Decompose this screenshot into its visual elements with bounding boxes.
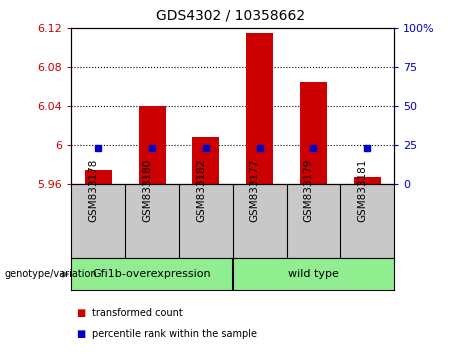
- Text: GSM833178: GSM833178: [89, 158, 98, 222]
- Text: wild type: wild type: [288, 269, 339, 279]
- Bar: [300, 82, 327, 184]
- Text: transformed count: transformed count: [92, 308, 183, 318]
- Bar: [354, 177, 381, 184]
- Bar: [193, 137, 219, 184]
- Text: GSM833180: GSM833180: [142, 158, 152, 222]
- Text: GSM833182: GSM833182: [196, 158, 206, 222]
- Text: ■: ■: [76, 308, 85, 318]
- Text: genotype/variation: genotype/variation: [5, 269, 97, 279]
- Text: GSM833177: GSM833177: [250, 158, 260, 222]
- Bar: [233, 258, 394, 290]
- Bar: [139, 106, 165, 184]
- Bar: [246, 33, 273, 184]
- Bar: [85, 170, 112, 184]
- Text: GSM833181: GSM833181: [357, 158, 367, 222]
- Text: percentile rank within the sample: percentile rank within the sample: [92, 329, 257, 339]
- Text: ■: ■: [76, 329, 85, 339]
- Text: GDS4302 / 10358662: GDS4302 / 10358662: [156, 9, 305, 23]
- Bar: [71, 258, 233, 290]
- Text: GSM833179: GSM833179: [303, 158, 313, 222]
- Text: Gfi1b-overexpression: Gfi1b-overexpression: [93, 269, 212, 279]
